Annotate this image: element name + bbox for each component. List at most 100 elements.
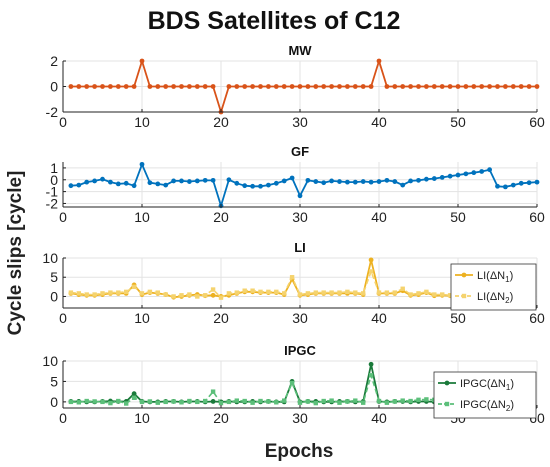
data-point bbox=[92, 178, 97, 184]
data-point bbox=[479, 169, 485, 174]
data-point bbox=[203, 293, 208, 298]
data-point bbox=[353, 398, 358, 403]
data-point bbox=[400, 84, 406, 89]
data-point bbox=[76, 182, 82, 188]
data-point bbox=[242, 288, 247, 293]
data-point bbox=[289, 175, 295, 181]
data-point bbox=[392, 399, 397, 404]
data-point bbox=[258, 289, 263, 295]
data-point bbox=[518, 180, 524, 186]
data-point bbox=[503, 84, 508, 89]
legend-swatch-marker bbox=[461, 293, 467, 299]
data-point bbox=[361, 291, 366, 296]
data-point bbox=[266, 182, 271, 188]
data-point bbox=[139, 291, 145, 296]
data-point bbox=[503, 184, 508, 190]
data-point bbox=[526, 84, 532, 89]
y-axis-label: Cycle slips [cycle] bbox=[5, 171, 26, 336]
data-point bbox=[368, 269, 374, 274]
data-point bbox=[203, 398, 208, 404]
data-point bbox=[187, 179, 192, 184]
data-point bbox=[376, 290, 382, 295]
data-point bbox=[424, 397, 429, 402]
y-tick-label: 2 bbox=[50, 53, 58, 69]
data-point bbox=[171, 84, 177, 89]
data-point bbox=[368, 84, 374, 89]
y-tick-label: 1 bbox=[50, 160, 58, 176]
x-tick-label: 40 bbox=[371, 310, 387, 326]
data-point bbox=[171, 294, 176, 299]
data-point bbox=[163, 182, 169, 188]
data-point bbox=[195, 399, 200, 405]
data-point bbox=[282, 291, 287, 296]
data-point bbox=[234, 180, 240, 186]
subplot-li: 0 10 20 30 40 50 60 0 5 10 LI LI(ΔN1) LI(ΔN2) bbox=[42, 240, 545, 326]
legend-box bbox=[433, 371, 537, 419]
data-point bbox=[440, 292, 445, 297]
y-tick-label: 0 bbox=[50, 172, 58, 188]
data-point bbox=[321, 290, 326, 295]
x-tick-label: 0 bbox=[59, 410, 67, 426]
x-tick-label: 10 bbox=[134, 310, 150, 326]
legend: LI(ΔN1) LI(ΔN2) bbox=[450, 263, 537, 311]
data-point bbox=[92, 84, 97, 89]
data-point bbox=[100, 176, 105, 182]
data-point bbox=[194, 178, 200, 184]
data-point bbox=[116, 290, 121, 295]
x-tick-label: 0 bbox=[59, 310, 67, 326]
data-point bbox=[195, 294, 200, 299]
data-point bbox=[116, 398, 121, 404]
data-point bbox=[297, 292, 303, 297]
data-point bbox=[416, 84, 421, 89]
x-tick-label: 40 bbox=[371, 114, 387, 130]
data-point bbox=[321, 398, 326, 404]
data-point bbox=[455, 84, 461, 89]
data-point bbox=[226, 177, 232, 183]
data-point bbox=[139, 399, 145, 405]
data-point bbox=[234, 84, 240, 89]
data-point bbox=[139, 58, 145, 64]
legend-label: IPGC(ΔN2) bbox=[460, 399, 514, 413]
x-tick-label: 30 bbox=[292, 209, 308, 225]
x-tick-label: 30 bbox=[292, 310, 308, 326]
figure-title: BDS Satellites of C12 bbox=[148, 7, 401, 35]
y-tick-label: -1 bbox=[46, 184, 59, 200]
data-point bbox=[210, 399, 216, 404]
data-point bbox=[337, 179, 342, 184]
x-tick-label: 30 bbox=[292, 410, 308, 426]
data-point bbox=[289, 275, 295, 280]
data-point bbox=[234, 290, 239, 295]
data-point bbox=[392, 179, 398, 184]
data-point bbox=[115, 84, 121, 89]
data-point bbox=[368, 179, 374, 185]
data-point bbox=[376, 398, 382, 404]
data-point bbox=[313, 290, 318, 295]
data-point bbox=[234, 398, 239, 403]
data-point bbox=[352, 84, 358, 89]
y-tick-label: -2 bbox=[46, 195, 59, 211]
data-point bbox=[76, 400, 81, 405]
data-point bbox=[92, 292, 97, 297]
data-point bbox=[258, 183, 263, 189]
data-point bbox=[510, 84, 516, 89]
data-point bbox=[171, 178, 177, 184]
data-point bbox=[471, 170, 477, 176]
data-point bbox=[210, 292, 216, 298]
x-tick-label: 0 bbox=[59, 114, 67, 130]
data-point bbox=[179, 293, 184, 298]
legend: IPGC(ΔN1) IPGC(ΔN2) bbox=[433, 371, 537, 419]
data-point bbox=[408, 292, 413, 297]
data-point bbox=[155, 84, 161, 89]
series-line-1 bbox=[70, 163, 538, 207]
data-point bbox=[305, 84, 311, 89]
data-point bbox=[384, 290, 390, 295]
data-point bbox=[76, 291, 81, 296]
data-point bbox=[131, 183, 137, 189]
data-point bbox=[68, 183, 74, 189]
x-tick-label: 20 bbox=[213, 114, 229, 130]
data-point bbox=[447, 173, 453, 179]
